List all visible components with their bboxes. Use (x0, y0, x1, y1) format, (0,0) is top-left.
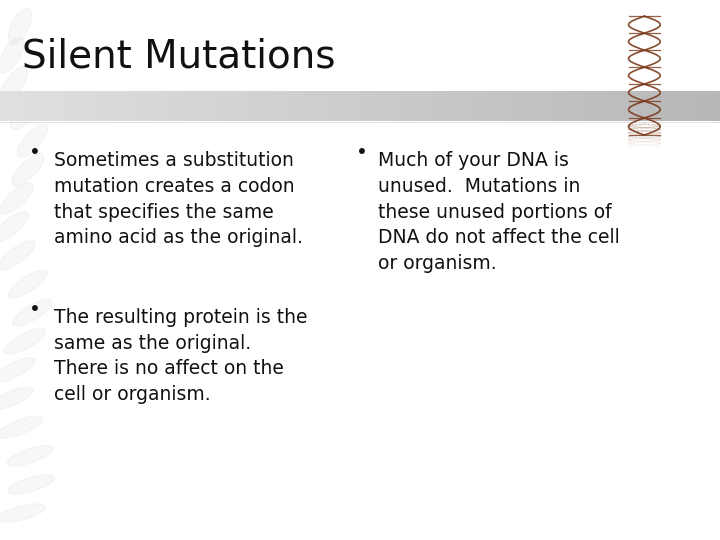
Ellipse shape (1, 66, 27, 101)
Text: •: • (29, 300, 40, 319)
Ellipse shape (4, 328, 45, 354)
Text: The resulting protein is the
same as the original.
There is no affect on the
cel: The resulting protein is the same as the… (54, 308, 307, 404)
Text: Silent Mutations: Silent Mutations (22, 38, 335, 76)
Ellipse shape (8, 475, 55, 494)
Ellipse shape (11, 96, 39, 129)
Text: Sometimes a substitution
mutation creates a codon
that specifies the same
amino : Sometimes a substitution mutation create… (54, 151, 303, 247)
Ellipse shape (0, 241, 35, 270)
Ellipse shape (8, 9, 32, 44)
Ellipse shape (0, 504, 45, 522)
Ellipse shape (9, 270, 47, 298)
Ellipse shape (0, 357, 35, 382)
Ellipse shape (0, 387, 33, 410)
Text: •: • (356, 143, 368, 162)
Text: •: • (29, 143, 40, 162)
Text: Much of your DNA is
unused.  Mutations in
these unused portions of
DNA do not af: Much of your DNA is unused. Mutations in… (378, 151, 620, 273)
Ellipse shape (0, 416, 42, 438)
Ellipse shape (17, 124, 48, 158)
Ellipse shape (0, 37, 24, 73)
Ellipse shape (0, 183, 34, 214)
Ellipse shape (0, 212, 28, 242)
Ellipse shape (7, 446, 53, 466)
Ellipse shape (12, 299, 52, 326)
Ellipse shape (12, 153, 44, 186)
